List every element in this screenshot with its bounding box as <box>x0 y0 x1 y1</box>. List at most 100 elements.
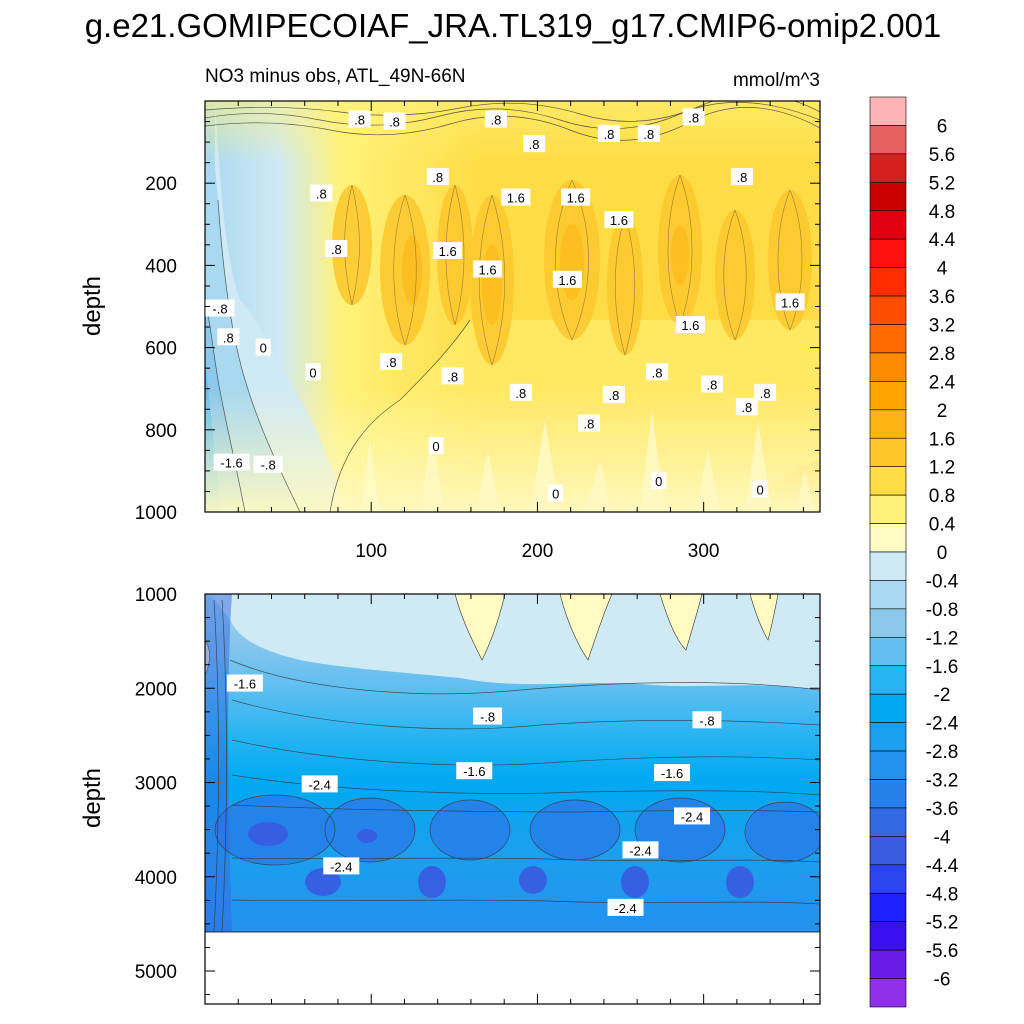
upper-contour-label: 0 <box>752 480 768 498</box>
colorbar-label: -5.2 <box>926 913 959 934</box>
contour-label-box <box>735 398 758 416</box>
colorbar-label: -6 <box>934 970 951 991</box>
contour-label-box <box>484 110 507 128</box>
colorbar-swatch <box>869 125 907 155</box>
upper-contour-label: .8 <box>754 383 777 401</box>
contour-label-box <box>646 363 669 381</box>
upper-ytick-label: 400 <box>145 256 177 277</box>
contour-label-box <box>752 480 768 498</box>
upper-contour-label: .8 <box>735 398 758 416</box>
contour-label-box <box>473 707 503 725</box>
upper-x-axis: 100 200 300 <box>237 101 804 562</box>
upper-contour-label: 0 <box>255 338 271 356</box>
lower-contour-label: -2.4 <box>622 841 659 859</box>
contour-label-text: .8 <box>223 330 234 345</box>
colorbar-swatch <box>869 381 907 411</box>
colorbar-label: 6 <box>937 116 948 137</box>
upper-contour-label: 1.6 <box>775 293 805 311</box>
contour-label-box <box>754 383 777 401</box>
contour-label-box <box>523 135 546 153</box>
upper-contour-label: 1.6 <box>433 242 463 260</box>
lower-y-label: depth <box>79 768 106 828</box>
colorbar-label: -2.4 <box>926 714 959 735</box>
colorbar-label: 2.4 <box>929 372 956 393</box>
colorbar-swatch <box>869 637 907 667</box>
lower-contour-label: -2.4 <box>301 775 338 793</box>
contour-label-text: 0 <box>260 341 267 356</box>
contour-label-box <box>441 367 464 385</box>
contour-label-text: 0 <box>552 487 559 502</box>
contour-label-text: 0 <box>309 365 316 380</box>
upper-contour-label: .8 <box>730 168 753 186</box>
contour-label-box <box>548 484 564 502</box>
contour-label-box <box>348 110 371 128</box>
colorbar-swatch <box>869 267 907 297</box>
contour-label-text: .8 <box>584 417 595 432</box>
upper-contour-label: 1.6 <box>552 270 582 288</box>
upper-contour-label: 0 <box>305 363 321 381</box>
upper-xtick-label: 200 <box>522 541 554 562</box>
colorbar-swatch <box>869 494 907 524</box>
contour-label-box <box>700 375 723 393</box>
upper-contour-label: .8 <box>310 184 333 202</box>
contour-label-text: -1.6 <box>463 764 485 779</box>
colorbar-label: 3.2 <box>929 316 955 337</box>
upper-contour-label: .8 <box>380 352 403 370</box>
upper-contour-label: .8 <box>637 124 660 142</box>
colorbar-label: 5.6 <box>929 145 955 166</box>
contour-label-text: -2.4 <box>681 809 703 824</box>
upper-contour-label: .8 <box>217 328 240 346</box>
contour-label-box <box>622 841 659 859</box>
contour-label-box <box>226 674 263 692</box>
upper-xtick-label: 300 <box>688 541 720 562</box>
upper-contour-label: .8 <box>682 108 705 126</box>
contour-label-box <box>682 108 705 126</box>
contour-label-box <box>213 453 250 471</box>
contour-label-text: 0 <box>757 482 764 497</box>
contour-label-box <box>473 260 503 278</box>
contour-label-text: .8 <box>688 110 699 125</box>
contour-label-text: 0 <box>432 439 439 454</box>
contour-label-box <box>597 124 620 142</box>
contour-label-box <box>651 472 667 490</box>
colorbar-label: -4.8 <box>926 884 959 905</box>
colorbar-label: 0.8 <box>929 486 955 507</box>
contour-label-box <box>325 239 348 257</box>
contour-label-box <box>775 293 805 311</box>
contour-label-text: .8 <box>643 127 654 142</box>
upper-contour-label: .8 <box>602 385 625 403</box>
colorbar-swatch <box>869 949 907 979</box>
colorbar-label: -3.2 <box>926 771 959 792</box>
upper-ytick-label: 200 <box>145 174 177 195</box>
colorbar-swatch <box>869 722 907 752</box>
colorbar-label: -5.6 <box>926 941 959 962</box>
upper-contour-label: 1.6 <box>675 315 705 333</box>
contour-label-box <box>692 711 722 729</box>
upper-y-axis: 200 400 600 800 1000 <box>135 100 820 524</box>
upper-contour-label: .8 <box>523 135 546 153</box>
contour-label-box <box>509 383 532 401</box>
contour-label-text: -1.6 <box>661 766 683 781</box>
colorbar-label: 0 <box>937 543 948 564</box>
lower-contour-label: -.8 <box>473 707 503 725</box>
contour-label-text: .8 <box>707 378 718 393</box>
contour-label-text: .8 <box>529 137 540 152</box>
colorbar-swatch <box>869 153 907 183</box>
contour-label-text: .8 <box>603 127 614 142</box>
colorbar-label: 4.4 <box>929 230 956 251</box>
colorbar-swatch <box>869 836 907 866</box>
contour-label-text: -.8 <box>212 302 227 317</box>
contour-label-text: -.8 <box>699 713 714 728</box>
upper-contour-label: -1.6 <box>213 453 250 471</box>
lower-contour-label: -2.4 <box>607 898 644 916</box>
contour-label-text: -1.6 <box>220 456 242 471</box>
lower-y-axis: 1000 2000 3000 4000 5000 <box>135 585 820 996</box>
contour-label-box <box>380 352 403 370</box>
contour-label-text: -2.4 <box>629 843 651 858</box>
colorbar-label: 0.4 <box>929 515 956 536</box>
contour-label-box <box>675 315 705 333</box>
contour-label-text: .8 <box>386 355 397 370</box>
contour-label-text: .8 <box>447 369 458 384</box>
upper-contour-label: .8 <box>577 414 600 432</box>
contour-label-box <box>607 898 644 916</box>
